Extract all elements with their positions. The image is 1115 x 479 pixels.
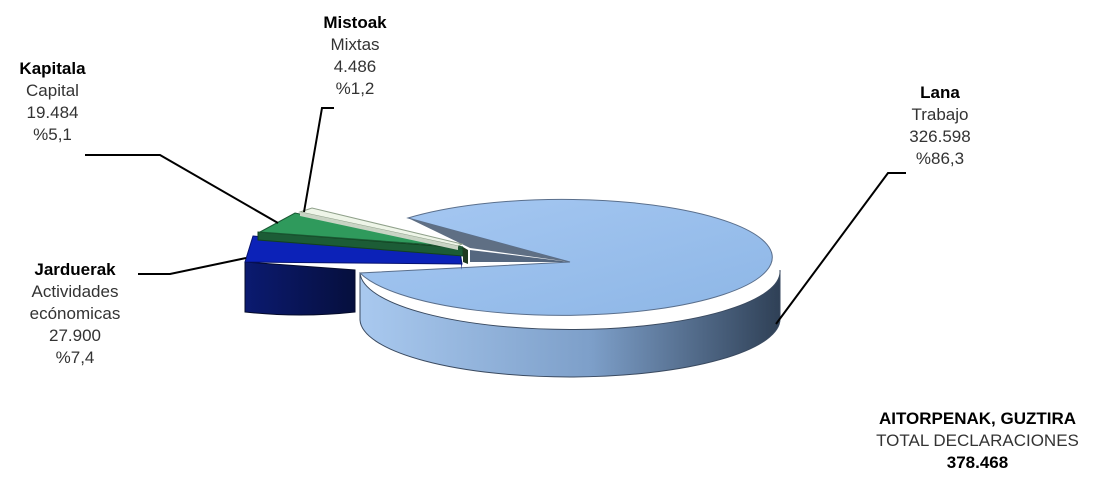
label-kapitala-eu: Kapitala xyxy=(19,59,86,78)
leader-line-lana xyxy=(775,172,906,325)
leader-line-jarduerak xyxy=(138,257,247,275)
slice-jarduerak-wall xyxy=(460,252,462,270)
label-jarduerak-value: 27.900 xyxy=(49,326,101,345)
slice-lana-inner-face xyxy=(470,250,570,262)
label-mistoak: Mistoak Mixtas 4.486 %1,2 xyxy=(295,12,415,100)
label-jarduerak-es: Actividades xyxy=(31,282,119,301)
label-kapitala-es: Capital xyxy=(26,81,79,100)
slice-kapitala-wall xyxy=(463,247,468,264)
total-declarations: AITORPENAK, GUZTIRA TOTAL DECLARACIONES … xyxy=(845,408,1110,474)
slice-lana xyxy=(358,198,781,378)
label-lana-value: 326.598 xyxy=(909,127,971,146)
slice-lana-wall xyxy=(408,218,570,262)
label-jarduerak-eu: Jarduerak xyxy=(34,260,116,279)
slice-mistoak xyxy=(298,207,464,250)
label-jarduerak-es2: ecónomicas xyxy=(29,304,121,323)
total-title-es: TOTAL DECLARACIONES xyxy=(876,431,1079,450)
slice-mistoak-side xyxy=(300,212,458,250)
label-mistoak-value: 4.486 xyxy=(333,57,377,76)
total-title-eu: AITORPENAK, GUZTIRA xyxy=(878,409,1077,428)
slice-lana-top xyxy=(358,198,773,316)
label-kapitala-value: 19.484 xyxy=(26,103,79,122)
label-mistoak-es: Mixtas xyxy=(330,35,380,54)
label-lana-percent: %86,3 xyxy=(915,149,965,168)
label-lana-eu: Lana xyxy=(920,83,960,102)
slice-jarduerak-side xyxy=(244,261,356,316)
label-kapitala: Kapitala Capital 19.484 %5,1 xyxy=(0,58,105,146)
total-value: 378.468 xyxy=(946,453,1009,472)
label-mistoak-percent: %1,2 xyxy=(335,79,375,98)
label-jarduerak-percent: %7,4 xyxy=(55,348,95,367)
label-lana-es: Trabajo xyxy=(911,105,969,124)
label-jarduerak: Jarduerak Actividades ecónomicas 27.900 … xyxy=(5,259,145,369)
label-lana: Lana Trabajo 326.598 %86,3 xyxy=(880,82,1000,170)
label-mistoak-eu: Mistoak xyxy=(323,13,387,32)
leader-line-mistoak xyxy=(303,107,334,213)
label-kapitala-percent: %5,1 xyxy=(33,125,72,144)
leader-line-kapitala xyxy=(85,154,279,224)
